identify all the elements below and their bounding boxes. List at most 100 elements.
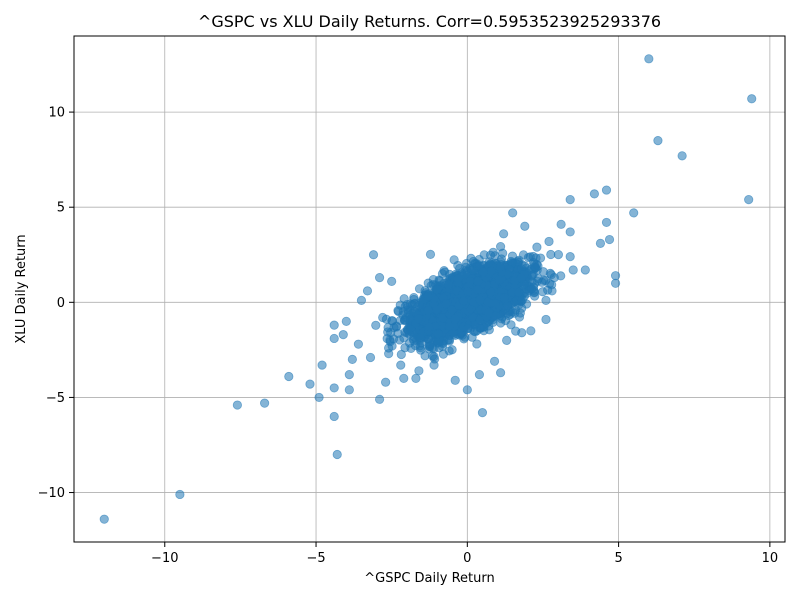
data-point [232,400,242,410]
data-point [568,265,578,275]
data-point [495,262,505,272]
y-tick-label: 5 [57,201,65,216]
x-tick-label: 0 [463,551,471,566]
data-point [317,360,327,370]
data-point [565,227,575,237]
data-point [747,94,757,104]
data-point [362,286,373,296]
data-point [429,360,439,370]
data-point [458,296,468,306]
data-point [410,340,420,351]
data-point [387,276,397,286]
data-point [438,349,448,359]
data-point [423,305,433,316]
data-point [589,189,599,199]
data-point [371,320,381,330]
data-point [463,323,473,334]
data-point [528,251,538,262]
data-point [356,295,367,306]
data-point [653,136,663,146]
data-point [424,322,434,332]
data-point [411,373,421,384]
data-point [486,287,496,297]
data-point [399,373,409,384]
data-point [402,299,412,310]
data-point [433,329,443,339]
data-point [344,369,354,380]
data-point [99,514,109,524]
data-point [332,449,342,460]
data-point [444,335,454,345]
data-point [305,379,315,389]
data-point [368,250,379,260]
data-point [314,392,324,403]
data-point [384,349,394,359]
data-point [365,352,376,363]
data-point [347,354,357,364]
data-point [533,261,543,271]
data-point [610,278,621,288]
data-point [374,272,385,283]
data-point [595,238,606,248]
data-point [383,322,393,333]
data-point [538,287,548,297]
data-point [329,383,339,393]
data-point [432,284,442,294]
data-point [425,249,436,259]
data-point [508,307,518,317]
data-points [99,54,757,524]
data-point [484,308,494,318]
data-point [546,249,556,260]
data-point [396,349,406,360]
y-tick-label: 0 [57,296,65,311]
y-tick-label: 10 [48,106,65,121]
data-point [338,330,348,340]
data-point [486,266,496,276]
y-tick-label: −5 [46,391,65,406]
data-point [508,208,518,218]
data-point [553,250,564,260]
data-point [517,295,527,305]
data-point [284,371,294,382]
data-point [475,295,485,305]
data-point [520,221,530,231]
data-point [447,345,457,355]
data-point [462,385,472,395]
data-point [513,287,524,298]
data-point [580,265,590,275]
data-point [541,295,551,306]
data-point [604,234,615,245]
data-point [453,274,463,284]
data-point [414,366,424,376]
data-point [473,285,483,295]
data-point [499,293,509,303]
data-point [744,194,754,205]
data-point [601,217,612,228]
data-point [610,271,621,281]
data-point [444,269,455,279]
data-point [495,368,506,378]
data-point [629,208,639,218]
data-point [496,318,506,328]
data-point [463,287,473,297]
data-point [441,299,451,309]
y-axis-label: XLU Daily Return [14,234,29,343]
data-point [538,267,548,277]
data-point [479,250,489,260]
x-tick-label: 10 [762,551,779,566]
data-point [260,398,270,408]
y-tick-label: −10 [38,486,65,501]
data-point [444,321,454,331]
data-point [517,328,527,338]
data-point [396,360,406,370]
data-point [341,316,351,326]
data-point [423,291,433,302]
data-point [378,312,388,323]
data-point [532,242,542,252]
data-point [413,313,423,324]
x-tick-label: 5 [614,551,622,566]
data-point [455,263,465,274]
data-point [329,333,339,344]
data-point [443,280,454,290]
